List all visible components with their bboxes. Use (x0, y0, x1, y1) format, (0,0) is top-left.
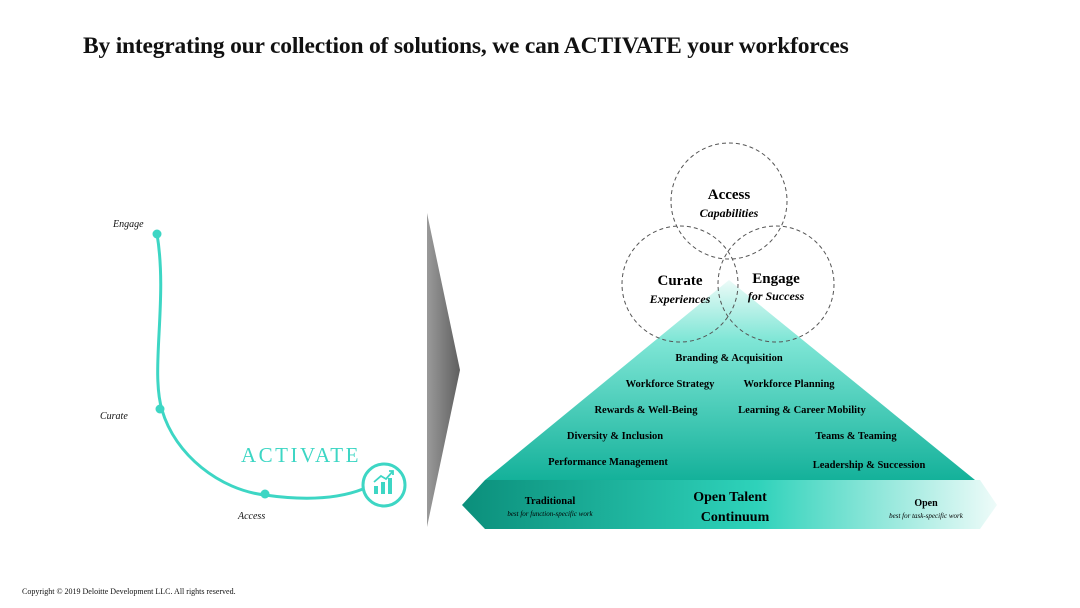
continuum-band (462, 480, 997, 529)
pyramid-label-learning: Learning & Career Mobility (738, 405, 866, 416)
venn-engage-sub: for Success (748, 289, 805, 303)
continuum-left-title: Traditional (525, 496, 576, 507)
curve-label-access: Access (238, 511, 266, 522)
trending-up-chart-icon (361, 462, 407, 508)
pyramid-label-leadership: Leadership & Succession (813, 460, 926, 471)
curate-point (155, 404, 165, 414)
continuum-right-sub: best for task-specific work (889, 512, 964, 520)
pyramid-label-workforce-planning: Workforce Planning (743, 379, 835, 390)
continuum-right-title: Open (914, 498, 938, 509)
continuum-left-sub: best for function-specific work (507, 510, 593, 518)
pyramid-label-performance: Performance Management (548, 457, 668, 468)
pyramid-label-top: Branding & Acquisition (675, 353, 783, 364)
activation-curve (155, 233, 364, 500)
slide-title: By integrating our collection of solutio… (83, 33, 849, 59)
venn-circle-access (670, 142, 788, 260)
arrow-divider (427, 213, 460, 527)
venn-engage-title: Engage (752, 271, 800, 287)
pyramid-label-rewards: Rewards & Well-Being (594, 405, 698, 416)
venn-access-title: Access (708, 187, 751, 203)
pyramid-label-teams: Teams & Teaming (815, 431, 897, 442)
continuum-title-line1: Open Talent (693, 490, 767, 505)
access-point (260, 489, 270, 499)
venn-circle-curate (621, 225, 739, 343)
engage-point (152, 229, 162, 239)
curve-label-engage: Engage (113, 219, 144, 230)
continuum-title-line2: Continuum (701, 510, 770, 525)
venn-access-sub: Capabilities (700, 206, 759, 220)
curve-label-curate: Curate (100, 411, 128, 422)
venn-circle-engage (717, 225, 835, 343)
pyramid-shape (485, 280, 975, 480)
pyramid-label-diversity: Diversity & Inclusion (567, 431, 663, 442)
venn-curate-title: Curate (658, 273, 703, 289)
activate-label: ACTIVATE (241, 443, 361, 467)
venn-curate-sub: Experiences (649, 292, 711, 306)
pyramid-label-workforce-strategy: Workforce Strategy (626, 379, 715, 390)
copyright-footer: Copyright © 2019 Deloitte Development LL… (22, 587, 236, 596)
